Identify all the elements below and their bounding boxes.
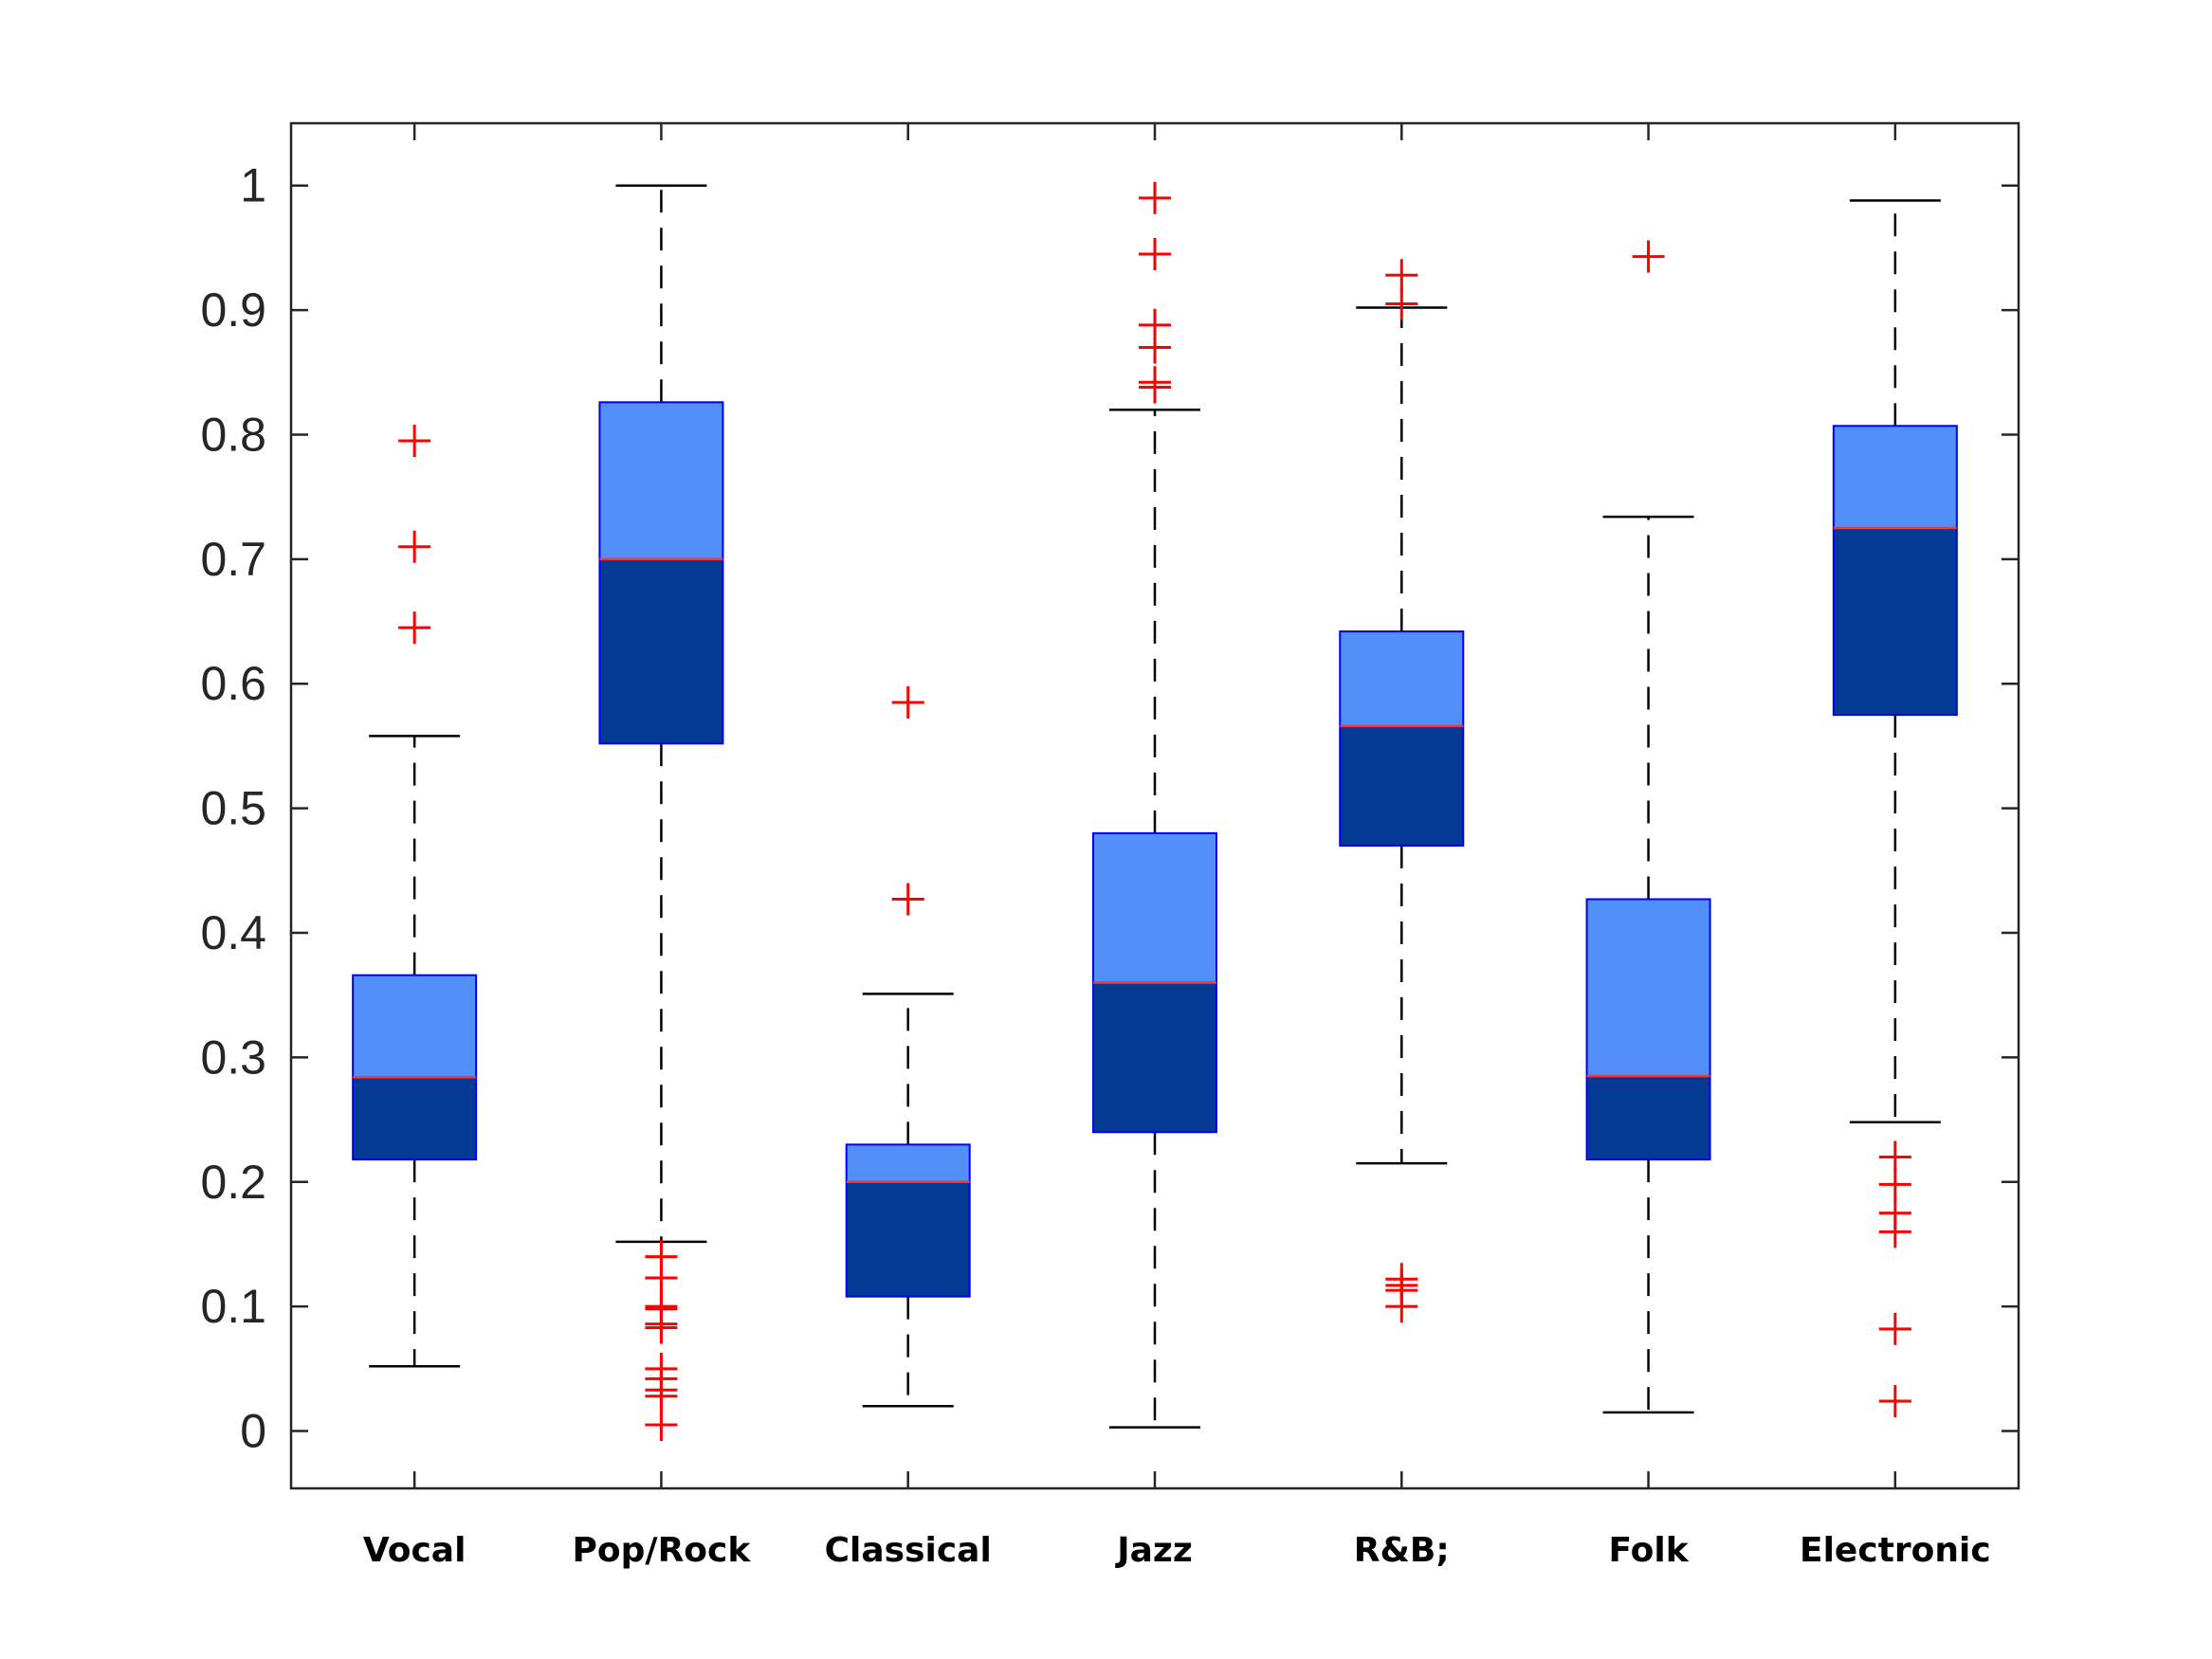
box-group xyxy=(352,425,478,1368)
outlier-marker xyxy=(645,1408,678,1441)
outlier-marker xyxy=(1139,237,1171,270)
upper-box xyxy=(846,1144,970,1182)
upper-box xyxy=(1093,832,1216,983)
ytick-label: 0.1 xyxy=(200,1280,266,1333)
plot-area xyxy=(352,181,1958,1441)
outlier-marker xyxy=(1139,331,1171,364)
lower-box xyxy=(599,558,723,744)
outlier-marker xyxy=(891,883,924,916)
outlier-marker xyxy=(645,1311,678,1344)
box-group xyxy=(598,184,724,1441)
lower-box xyxy=(1340,725,1464,847)
lower-box xyxy=(1093,982,1216,1133)
outlier-marker xyxy=(1385,287,1418,320)
x-axis: Vocal Pop/Rock Classical Jazz R&B; Folk Electr… xyxy=(363,123,1991,1570)
outlier-marker xyxy=(398,425,431,458)
upper-box xyxy=(1833,426,1957,529)
box-outline xyxy=(598,401,724,745)
lower-box xyxy=(1833,528,1957,716)
ytick-label: 0.6 xyxy=(200,657,266,710)
ytick-label: 0.4 xyxy=(200,906,266,959)
xtick-label: Folk xyxy=(1608,1531,1689,1570)
lower-box xyxy=(846,1181,970,1297)
box-group xyxy=(1092,181,1217,1429)
lower-box xyxy=(1586,1076,1710,1160)
xtick-label: Jazz xyxy=(1114,1531,1193,1570)
xtick-label: R&B; xyxy=(1354,1531,1450,1570)
ytick-label: 0.5 xyxy=(200,782,266,835)
upper-box xyxy=(1586,899,1710,1077)
box-group xyxy=(1832,199,1958,1418)
box-group xyxy=(1339,259,1465,1323)
outlier-marker xyxy=(398,611,431,645)
ytick-label: 0.8 xyxy=(200,408,266,461)
xtick-label: Pop/Rock xyxy=(573,1531,752,1570)
ytick-label: 0.3 xyxy=(200,1030,266,1084)
outlier-marker xyxy=(1878,1168,1911,1201)
outlier-marker xyxy=(1878,1215,1911,1249)
box-group xyxy=(845,685,971,1408)
outlier-marker xyxy=(1385,1290,1418,1323)
outlier-marker xyxy=(1632,240,1665,273)
upper-box xyxy=(1340,631,1464,726)
ytick-label: 1 xyxy=(240,159,266,212)
outlier-marker xyxy=(1139,371,1171,404)
xtick-label: Vocal xyxy=(363,1531,466,1570)
box-group xyxy=(1585,240,1711,1414)
outlier-marker xyxy=(398,530,431,563)
ytick-label: 0.2 xyxy=(200,1156,266,1209)
ytick-label: 0 xyxy=(240,1405,266,1458)
box-outline xyxy=(1832,425,1958,717)
box-outline xyxy=(352,974,478,1161)
xtick-label: Classical xyxy=(825,1531,992,1570)
upper-box xyxy=(353,975,477,1078)
outlier-marker xyxy=(645,1261,678,1294)
box-outline xyxy=(1339,630,1465,848)
box-outline xyxy=(845,1143,971,1298)
outlier-marker xyxy=(1878,1140,1911,1174)
outlier-marker xyxy=(645,1379,678,1413)
outlier-marker xyxy=(891,685,924,719)
outlier-marker xyxy=(1385,259,1418,292)
y-axis: 0 0.1 0.2 0.3 0.4 0.5 0.6 0.7 0.8 0.9 1 xyxy=(200,159,2019,1458)
outlier-marker xyxy=(1139,181,1171,214)
ytick-label: 0.9 xyxy=(200,283,266,337)
xtick-label: Electronic xyxy=(1800,1531,1991,1570)
lower-box xyxy=(353,1077,477,1160)
outlier-marker xyxy=(1878,1312,1911,1345)
outlier-marker xyxy=(1878,1385,1911,1418)
ytick-label: 0.7 xyxy=(200,533,266,586)
box-outline xyxy=(1585,898,1711,1161)
upper-box xyxy=(599,402,723,559)
